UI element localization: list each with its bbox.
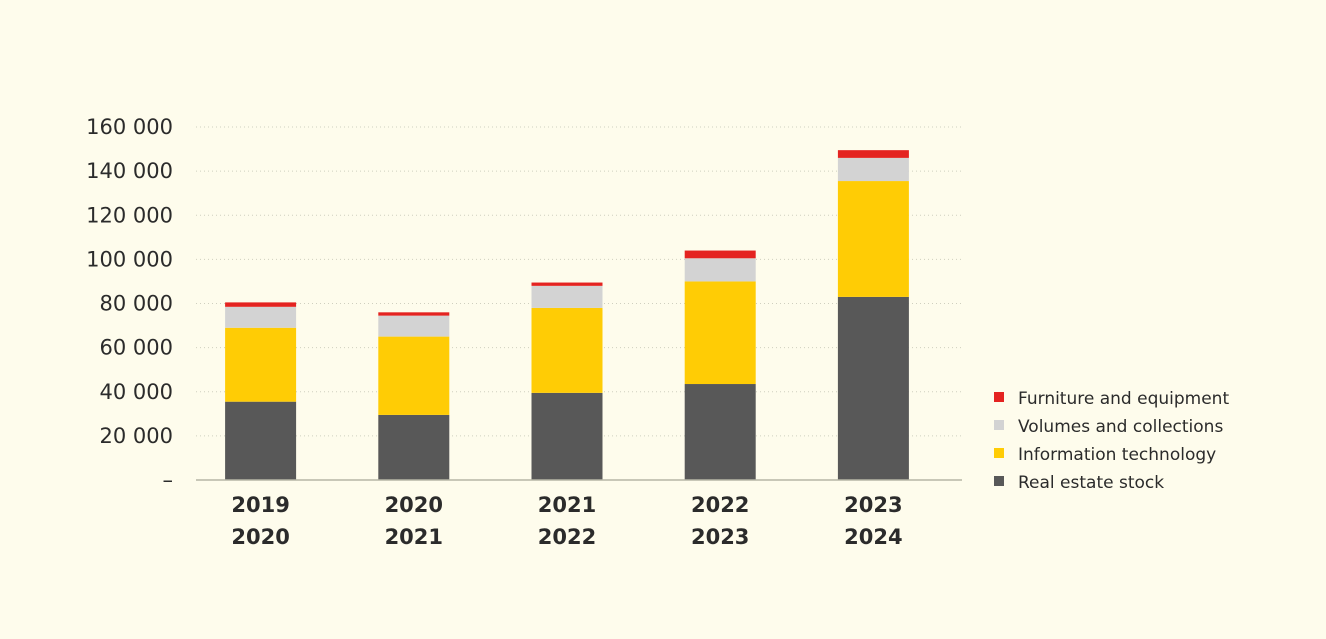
x-category-label: 2019 (231, 493, 289, 517)
bar-segment-volumes-and-collections (531, 285, 603, 308)
bar-segment-real-estate-stock (531, 392, 603, 480)
bar-segment-volumes-and-collections (225, 306, 297, 328)
legend: Furniture and equipment Volumes and colle… (994, 389, 1229, 493)
legend-swatch (994, 392, 1004, 402)
bar-stack-2019-2020 (225, 302, 297, 480)
x-axis-category-labels: 2019 2020 2020 2021 2021 2022 2022 2023 2023 2024 (231, 493, 902, 549)
y-tick-label: 120 000 (86, 203, 173, 227)
bar-segment-information-technology (378, 336, 450, 415)
bar-segment-information-technology (225, 327, 297, 402)
bar-stack-2023-2024 (837, 150, 909, 480)
x-category-label: 2021 (385, 525, 443, 549)
x-category-label: 2021 (538, 493, 596, 517)
y-axis-tick-labels: – 20 000 40 000 60 000 80 000 100 000 120 000 1… (86, 115, 173, 492)
y-tick-label: 160 000 (86, 115, 173, 139)
bar-stack-2021-2022 (531, 282, 603, 480)
bar-segment-furniture-and-equipment (378, 312, 450, 316)
legend-item: Information technology (994, 445, 1216, 465)
legend-label: Volumes and collections (1018, 417, 1223, 437)
legend-swatch (994, 448, 1004, 458)
x-category-label: 2022 (538, 525, 596, 549)
bar-segment-volumes-and-collections (378, 315, 450, 337)
bar-segment-furniture-and-equipment (531, 282, 603, 286)
y-tick-label: 20 000 (100, 424, 173, 448)
y-tick-label: 100 000 (86, 247, 173, 271)
x-category-label: 2020 (385, 493, 443, 517)
x-category-label: 2020 (231, 525, 289, 549)
bar-segment-information-technology (531, 307, 603, 393)
bar-segment-furniture-and-equipment (225, 302, 297, 307)
bar-segment-furniture-and-equipment (837, 150, 909, 158)
legend-swatch (994, 476, 1004, 486)
legend-label: Real estate stock (1018, 473, 1164, 493)
bar-stack-2020-2021 (378, 312, 450, 480)
bar-segment-volumes-and-collections (837, 157, 909, 182)
x-category-label: 2022 (691, 493, 749, 517)
y-tick-label: 40 000 (100, 380, 173, 404)
y-tick-label: 60 000 (100, 336, 173, 360)
legend-label: Information technology (1018, 445, 1216, 465)
bar-stack-2022-2023 (684, 250, 756, 480)
x-category-label: 2024 (844, 525, 902, 549)
legend-item: Real estate stock (994, 473, 1164, 493)
bar-segment-real-estate-stock (837, 296, 909, 480)
bars (225, 150, 909, 480)
bar-segment-real-estate-stock (225, 401, 297, 480)
y-tick-label: 140 000 (86, 159, 173, 183)
legend-swatch (994, 420, 1004, 430)
y-tick-label: – (163, 468, 174, 492)
bar-segment-real-estate-stock (378, 414, 450, 480)
bar-segment-real-estate-stock (684, 384, 756, 480)
y-tick-label: 80 000 (100, 292, 173, 316)
legend-item: Furniture and equipment (994, 389, 1229, 409)
x-category-label: 2023 (844, 493, 902, 517)
bar-segment-information-technology (684, 281, 756, 385)
legend-label: Furniture and equipment (1018, 389, 1229, 409)
x-category-label: 2023 (691, 525, 749, 549)
legend-item: Volumes and collections (994, 417, 1223, 437)
bar-segment-information-technology (837, 181, 909, 297)
bar-segment-furniture-and-equipment (684, 250, 756, 259)
bar-segment-volumes-and-collections (684, 258, 756, 282)
